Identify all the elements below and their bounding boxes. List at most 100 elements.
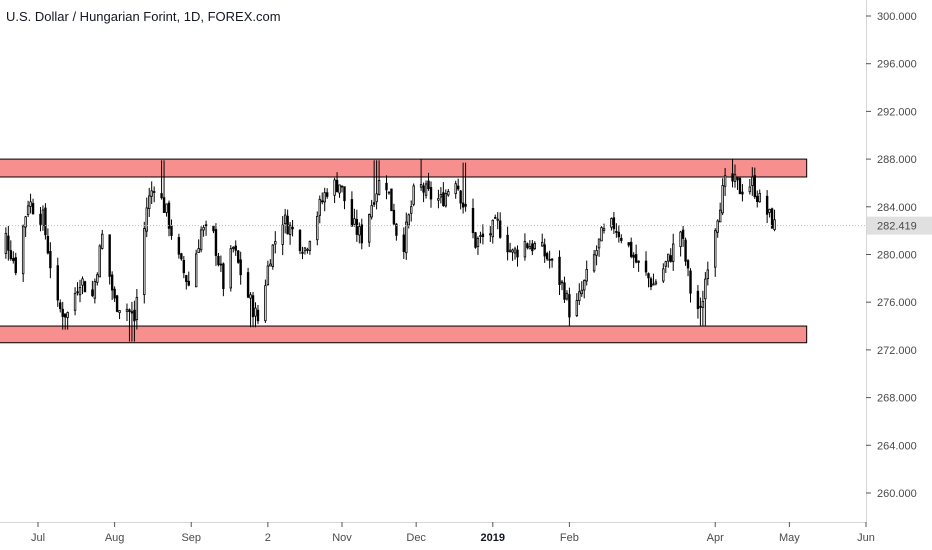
candle-body [355,219,359,235]
candle-body [770,208,774,229]
candle [444,189,448,208]
candle [437,189,440,209]
candle-body [753,175,756,198]
candle-body [177,237,181,255]
candle-body [506,234,509,253]
candle [128,308,131,342]
candle [204,220,208,236]
candle-body [333,179,336,196]
candle [44,203,47,240]
candle [672,233,675,271]
candle-body [219,263,223,266]
candle [199,226,203,253]
price-tick-label: 264.000 [877,440,917,452]
time-tick-label: Sep [181,532,201,544]
candle [7,225,10,261]
candle-body [583,280,586,291]
candle [681,225,685,247]
candle [143,221,146,304]
zone-support[interactable] [0,325,808,344]
candle-body [367,214,371,243]
candle [150,181,153,205]
candle [696,285,700,319]
candle [541,233,544,247]
candle [59,299,62,313]
candle-body [664,261,667,267]
time-tick-label: 2019 [481,532,505,544]
candle-body [464,203,467,207]
price-axis[interactable]: 260.000 264.000 268.000 272.000 276.000 280.0… [0,0,932,522]
candle-body [479,235,482,237]
candle-body [271,244,275,267]
candle-body [654,281,658,285]
candle-body [602,228,606,231]
candle-body [318,198,321,216]
candle-body [560,281,564,284]
candle [41,205,45,231]
candle [375,160,378,210]
candle [66,311,69,330]
candle-body [113,288,116,299]
time-tick-label: Jun [857,532,875,544]
candle-body [617,231,621,238]
candle [751,167,754,196]
candle [264,279,267,323]
candle-body [162,197,166,213]
candle-body [516,249,519,258]
candle [387,191,391,195]
candle [377,160,381,196]
candle-body [321,200,324,203]
candle-body [44,207,47,236]
candle-body [681,229,685,239]
candle-body [125,308,129,312]
candle-body [197,248,200,253]
candle-body [340,185,344,188]
candle-body [9,250,13,260]
candle-body [768,208,771,213]
candle-body [152,191,156,193]
candle [12,251,15,264]
candle [133,300,136,342]
candle [578,283,581,306]
candle [474,231,477,249]
candle-body [49,251,52,269]
candle [232,246,235,253]
candle [479,231,482,244]
time-axis[interactable]: Jul Aug Sep 2 Nov Dec 2019 Feb Apr May Jun [0,522,875,544]
candle [489,226,492,243]
candle-body [229,248,232,289]
time-tick-label: Dec [406,532,426,544]
candle [583,279,586,299]
candle [118,310,121,320]
candle-body [526,243,529,248]
candle-body [580,289,583,295]
candle [770,207,774,229]
candle-body [353,218,356,225]
candle-body [439,194,443,198]
candle-body [689,270,692,294]
candle [91,280,94,298]
candle [723,168,727,197]
candle-body [180,253,183,260]
time-tick-label: Apr [707,532,724,544]
zone-resistance[interactable] [0,158,808,178]
candle [26,200,30,218]
candle [148,187,151,217]
candle-body [76,291,79,294]
candle [456,178,460,191]
price-tick-label: 288.000 [877,154,917,166]
candle-body [471,207,475,233]
candle-body [531,243,534,252]
candle [736,177,739,190]
candle-body [375,193,378,203]
candle-body [316,215,319,241]
candle-body [756,195,759,203]
candle-body [442,192,445,206]
candle [731,159,734,188]
candle-body [459,190,462,204]
candle [56,257,59,307]
candle-body [508,249,512,253]
candle-body [454,183,457,194]
candle [9,240,13,261]
